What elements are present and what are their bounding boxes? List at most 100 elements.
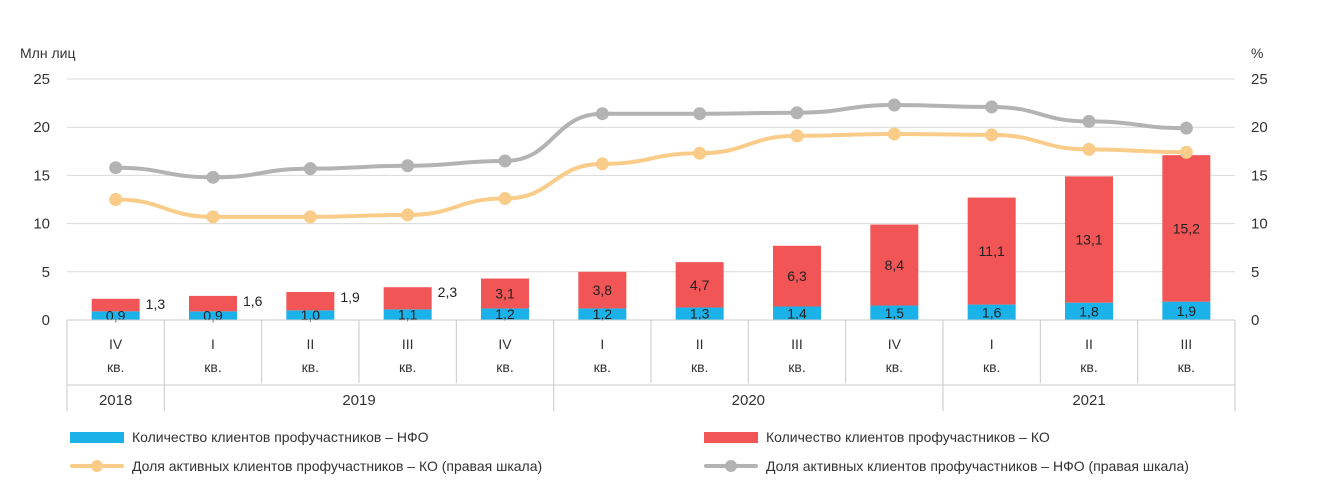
quarter-label: II xyxy=(1085,336,1093,352)
data-label-ko-count: 6,3 xyxy=(787,268,807,284)
point-nfo-share xyxy=(595,107,609,121)
quarter-label: IV xyxy=(888,336,902,352)
left-tick-label: 5 xyxy=(42,264,50,281)
legend-label-nfo-share: Доля активных клиентов профучастников – … xyxy=(766,458,1189,474)
data-label-nfo-count: 1,2 xyxy=(495,306,515,322)
legend-item-ko-share: Доля активных клиентов профучастников – … xyxy=(70,458,542,474)
data-label-ko-count: 8,4 xyxy=(885,257,905,273)
bar-ko-count xyxy=(189,295,237,312)
quarter-label: III xyxy=(402,336,414,352)
legend-label-nfo-count: Количество клиентов профучастников – НФО xyxy=(132,429,429,445)
point-nfo-share xyxy=(206,170,220,184)
legend-swatch-nfo-count xyxy=(70,431,124,443)
quarter-suffix-label: кв. xyxy=(302,359,319,375)
right-tick-label: 20 xyxy=(1251,119,1268,136)
quarter-suffix-label: кв. xyxy=(691,359,708,375)
legend-swatch-ko-count xyxy=(704,431,758,443)
line-nfo-share xyxy=(113,103,1189,180)
bar-nfo-count xyxy=(383,309,432,320)
bar-ko-count xyxy=(286,292,335,311)
legend-label-ko-share: Доля активных клиентов профучастников – … xyxy=(132,458,543,474)
point-nfo-share xyxy=(985,100,999,114)
year-label: 2021 xyxy=(1072,392,1105,409)
data-label-nfo-count: 1,4 xyxy=(787,305,807,321)
quarter-suffix-label: кв. xyxy=(1178,359,1195,375)
quarter-suffix-label: кв. xyxy=(107,359,124,375)
bars-group xyxy=(91,155,1211,320)
quarter-label: II xyxy=(306,336,314,352)
quarter-label: III xyxy=(791,336,803,352)
data-label-ko-count: 1,9 xyxy=(340,289,360,305)
bar-ko-count xyxy=(383,287,432,310)
legend-item-ko-count: Количество клиентов профучастников – КО xyxy=(704,429,1050,445)
bar-nfo-count xyxy=(870,305,919,320)
year-label: 2019 xyxy=(342,392,375,409)
data-label-ko-count: 13,1 xyxy=(1075,232,1102,248)
left-tick-label: 15 xyxy=(33,167,50,184)
year-label: 2020 xyxy=(732,392,765,409)
data-label-nfo-count: 1,8 xyxy=(1079,303,1099,319)
bar-ko-count xyxy=(481,278,529,309)
point-nfo-share xyxy=(498,154,512,168)
point-nfo-share xyxy=(887,98,901,112)
gridlines xyxy=(67,78,1235,273)
bar-ko-count xyxy=(870,224,919,306)
legend-item-nfo-share: Доля активных клиентов профучастников – … xyxy=(704,458,1189,474)
left-tick-label: 25 xyxy=(33,71,50,88)
year-label: 2018 xyxy=(99,392,132,409)
quarter-suffix-label: кв. xyxy=(983,359,1000,375)
data-label-ko-count: 1,3 xyxy=(146,296,166,312)
data-labels-group: 0,9 1,3 0,9 1,6 1,0 1,9 1,1 2,3 1,2 3,1 1,2 3,8 1,3 4… xyxy=(106,220,1200,323)
data-label-nfo-count: 0,9 xyxy=(203,308,223,324)
quarter-suffix-label: кв. xyxy=(399,359,416,375)
bar-nfo-count xyxy=(481,308,529,320)
data-label-nfo-count: 0,9 xyxy=(106,308,126,324)
bar-ko-count xyxy=(967,197,1016,305)
point-ko-share xyxy=(303,210,317,224)
quarter-suffix-label: кв. xyxy=(788,359,805,375)
point-nfo-share xyxy=(1082,114,1096,128)
legend-item-nfo-count: Количество клиентов профучастников – НФО xyxy=(70,429,429,445)
point-nfo-share xyxy=(109,161,123,175)
legend-label-ko-count: Количество клиентов профучастников – КО xyxy=(766,429,1050,445)
bar-nfo-count xyxy=(967,304,1016,320)
lines-group xyxy=(109,98,1193,224)
point-nfo-share xyxy=(1179,121,1193,135)
right-tick-label: 5 xyxy=(1251,264,1259,281)
point-ko-share xyxy=(1179,145,1193,159)
point-nfo-share xyxy=(790,106,804,120)
data-label-nfo-count: 1,0 xyxy=(301,307,321,323)
point-ko-share xyxy=(985,128,999,142)
quarter-label: IV xyxy=(498,336,512,352)
chart-canvas: 0,9 1,3 0,9 1,6 1,0 1,9 1,1 2,3 1,2 3,1 1,2 3,8 1,3 4… xyxy=(20,45,1268,411)
right-tick-label: 25 xyxy=(1251,71,1268,88)
quarter-suffix-label: кв. xyxy=(886,359,903,375)
data-label-nfo-count: 1,2 xyxy=(593,306,613,322)
bar-ko-count xyxy=(1162,155,1211,302)
point-ko-share xyxy=(790,129,804,143)
data-label-ko-count: 3,8 xyxy=(593,282,613,298)
data-label-ko-count: 11,1 xyxy=(979,243,1005,259)
quarter-label: II xyxy=(696,336,704,352)
right-axis-unit: % xyxy=(1251,45,1263,61)
data-label-nfo-count: 1,1 xyxy=(398,307,418,323)
data-label-nfo-count: 1,3 xyxy=(690,306,710,322)
point-nfo-share xyxy=(401,159,415,173)
point-nfo-share xyxy=(303,162,317,176)
quarter-suffix-label: кв. xyxy=(496,359,513,375)
line-ko-share xyxy=(113,131,1189,219)
bar-ko-count xyxy=(773,245,821,307)
data-label-ko-count: 15,2 xyxy=(1173,220,1200,236)
quarter-label: I xyxy=(600,336,604,352)
point-nfo-share xyxy=(693,107,707,121)
legend-marker-nfo-share xyxy=(704,460,758,472)
bar-nfo-count xyxy=(1162,301,1211,320)
bar-nfo-count xyxy=(91,311,140,320)
point-ko-share xyxy=(595,157,609,171)
legend-marker-ko-share xyxy=(70,460,124,472)
right-tick-label: 10 xyxy=(1251,216,1268,233)
bar-nfo-count xyxy=(189,311,237,320)
data-label-ko-count: 3,1 xyxy=(495,285,515,301)
left-tick-label: 10 xyxy=(33,216,50,233)
bar-ko-count xyxy=(1065,176,1113,303)
